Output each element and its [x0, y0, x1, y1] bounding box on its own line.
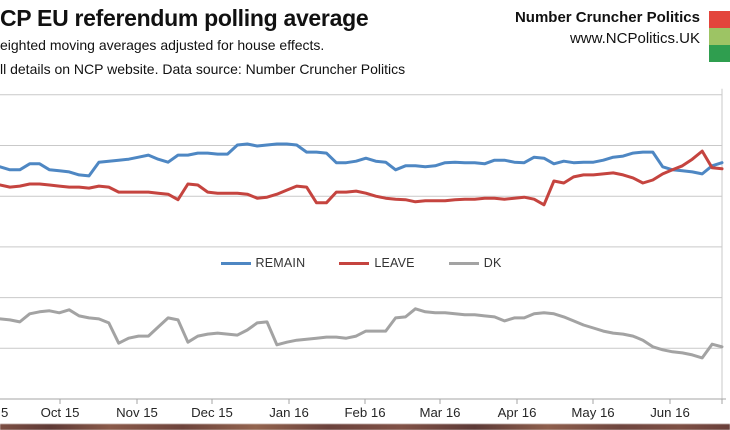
brand-block: Number Cruncher Politics www.NCPolitics.… — [515, 7, 700, 49]
leave-line — [0, 149, 724, 207]
dk-label: DK — [483, 256, 502, 270]
x-axis-label: Feb 16 — [344, 405, 385, 420]
chart-title: CP EU referendum polling average — [0, 5, 369, 31]
chart-subtitle: eighted moving averages adjusted for hou… — [0, 37, 325, 53]
logo-square-lightgreen — [709, 28, 730, 45]
x-axis-label: Apr 16 — [498, 405, 537, 420]
x-axis-label: Mar 16 — [419, 405, 460, 420]
x-axis-label: May 16 — [571, 405, 614, 420]
x-axis-label: Nov 15 — [116, 405, 158, 420]
dk-line — [0, 307, 724, 360]
legend-entry-dk: DK — [448, 256, 502, 270]
x-axis-label: Dec 15 — [191, 405, 233, 420]
leave-label: LEAVE — [374, 256, 415, 270]
ncp-logo — [709, 11, 730, 62]
x-axis-label: 5 — [1, 405, 8, 420]
legend-entry-remain: REMAIN — [220, 256, 306, 270]
bottom-photo-edge — [0, 424, 730, 430]
x-axis-label: Jun 16 — [650, 405, 690, 420]
remain-line — [0, 142, 724, 178]
legend-entry-leave: LEAVE — [339, 256, 415, 270]
remain-label: REMAIN — [255, 256, 306, 270]
chart-header: CP EU referendum polling average eighted… — [0, 3, 520, 80]
x-axis-label: Jan 16 — [269, 405, 309, 420]
chart-legend: REMAIN LEAVE DK — [0, 256, 722, 270]
remain-swatch — [220, 261, 251, 265]
brand-name: Number Cruncher Politics — [514, 9, 700, 26]
logo-square-red — [709, 11, 730, 28]
leave-swatch — [339, 261, 370, 265]
x-axis-label: Oct 15 — [41, 405, 80, 420]
brand-url: www.NCPolitics.UK — [569, 30, 700, 47]
chart-source-note: ll details on NCP website. Data source: … — [0, 60, 406, 77]
dk-swatch — [448, 261, 479, 265]
logo-square-green — [709, 45, 730, 62]
